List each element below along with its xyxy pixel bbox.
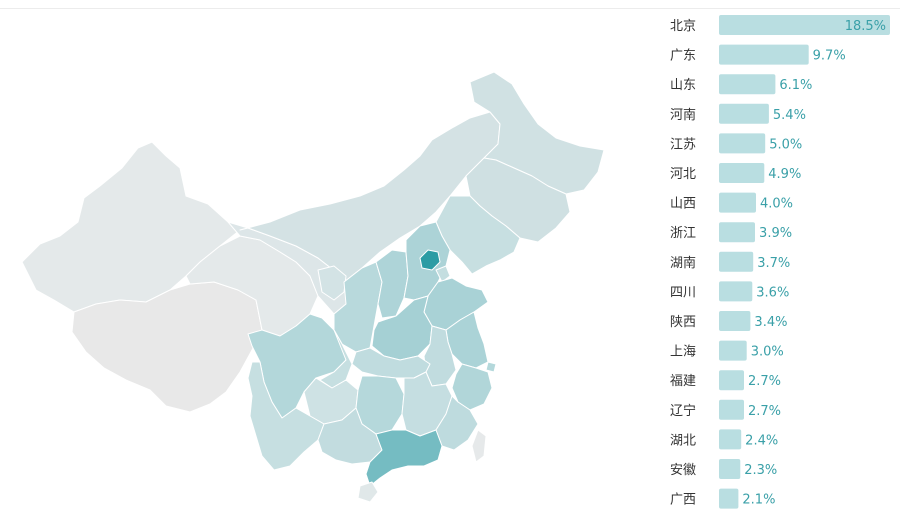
bar[interactable]	[719, 459, 741, 479]
bar-category-label: 湖南	[670, 255, 696, 271]
bar[interactable]	[719, 311, 751, 331]
bar[interactable]	[719, 15, 890, 35]
bar-row[interactable]: 陕西 3.4%	[670, 311, 787, 331]
bar[interactable]	[719, 44, 809, 65]
bar-row[interactable]: 四川 3.6%	[670, 281, 789, 302]
map-region-ningxia[interactable]	[317, 265, 347, 301]
bar[interactable]	[719, 340, 747, 361]
bar-row[interactable]: 江苏 5.0%	[670, 133, 802, 154]
map-region-guangdong[interactable]	[365, 429, 443, 487]
map-region-tibet[interactable]	[71, 281, 263, 413]
bar-value-label: 18.5%	[845, 19, 886, 34]
bar-value-label: 3.7%	[757, 256, 790, 271]
bar[interactable]	[719, 488, 739, 509]
map-region-taiwan[interactable]	[471, 429, 487, 463]
bar-row[interactable]: 辽宁 2.7%	[670, 399, 781, 420]
bar-value-label: 3.9%	[759, 226, 792, 241]
bar-row[interactable]: 上海 3.0%	[670, 340, 784, 361]
bar[interactable]	[719, 192, 756, 213]
bar-value-label: 4.9%	[768, 167, 801, 182]
map-region-tianjin[interactable]	[435, 265, 451, 283]
map-region-yunnan[interactable]	[247, 361, 325, 471]
bar-value-label: 2.3%	[744, 463, 777, 478]
bar-row[interactable]: 湖北 2.4%	[670, 429, 778, 450]
bar-category-label: 广西	[670, 493, 696, 508]
bar[interactable]	[719, 74, 776, 95]
bar-value-label: 3.4%	[754, 315, 787, 330]
map-region-shanxi[interactable]	[375, 249, 409, 319]
bar-category-label: 湖北	[670, 433, 696, 448]
bar-category-label: 江苏	[670, 136, 696, 152]
bar-row[interactable]: 安徽 2.3%	[670, 459, 777, 479]
bar-category-label: 河南	[670, 107, 696, 123]
bar-category-label: 陕西	[670, 315, 696, 330]
bar-value-label: 5.4%	[773, 108, 806, 123]
bar-category-label: 四川	[670, 285, 696, 300]
map-region-beijing[interactable]	[419, 249, 441, 271]
bar-value-label: 5.0%	[769, 137, 802, 152]
bar-value-label: 2.1%	[742, 493, 775, 508]
bar-row[interactable]: 福建 2.7%	[670, 370, 781, 391]
bar-row[interactable]: 河北 4.9%	[670, 163, 801, 183]
map-region-shanghai[interactable]	[485, 361, 497, 373]
bar[interactable]	[719, 103, 769, 124]
bar-value-label: 4.0%	[760, 197, 793, 212]
bar[interactable]	[719, 222, 755, 243]
map-region-zhejiang[interactable]	[451, 363, 493, 411]
bar-row[interactable]: 广西 2.1%	[670, 488, 775, 509]
bar-row[interactable]: 山东 6.1%	[670, 74, 812, 95]
bar-category-label: 辽宁	[670, 403, 696, 419]
bar-row[interactable]: 湖南 3.7%	[670, 251, 790, 272]
ranking-bar-chart: 北京 18.5% 广东 9.7% 山东 6.1% 河南 5.4% 江苏 5.0% 河北 4.9% 山西 4…	[670, 15, 890, 509]
bar-value-label: 2.7%	[748, 404, 781, 419]
bar[interactable]	[719, 429, 742, 450]
map-region-qinghai[interactable]	[185, 235, 319, 337]
bar-row[interactable]: 山西 4.0%	[670, 192, 793, 213]
bar[interactable]	[719, 163, 765, 183]
bar-category-label: 上海	[670, 345, 696, 360]
bar-category-label: 北京	[670, 19, 696, 34]
bar-category-label: 福建	[670, 374, 696, 389]
bar-category-label: 广东	[670, 49, 696, 64]
bar[interactable]	[719, 399, 744, 420]
bar-value-label: 2.7%	[748, 374, 781, 389]
bar-row[interactable]: 河南 5.4%	[670, 103, 806, 124]
bar-row[interactable]: 广东 9.7%	[670, 44, 846, 65]
bar-category-label: 安徽	[670, 463, 696, 478]
bar-category-label: 山东	[670, 78, 696, 93]
bar-value-label: 6.1%	[779, 78, 812, 93]
bar[interactable]	[719, 370, 744, 391]
bar[interactable]	[719, 133, 766, 154]
top-divider	[0, 8, 900, 9]
bar-category-label: 浙江	[670, 226, 696, 241]
bar-row[interactable]: 浙江 3.9%	[670, 222, 792, 243]
bar-category-label: 河北	[670, 167, 696, 182]
bar[interactable]	[719, 281, 753, 302]
bar-value-label: 9.7%	[813, 49, 846, 64]
bar-value-label: 3.0%	[751, 345, 784, 360]
bar-row[interactable]: 北京 18.5%	[670, 15, 890, 35]
bar-value-label: 3.6%	[756, 285, 789, 300]
china-map	[21, 71, 605, 503]
bar-value-label: 2.4%	[745, 433, 778, 448]
map-region-fujian[interactable]	[435, 395, 479, 451]
map-region-hainan[interactable]	[357, 481, 379, 503]
bar[interactable]	[719, 251, 754, 272]
bar-category-label: 山西	[670, 197, 696, 212]
